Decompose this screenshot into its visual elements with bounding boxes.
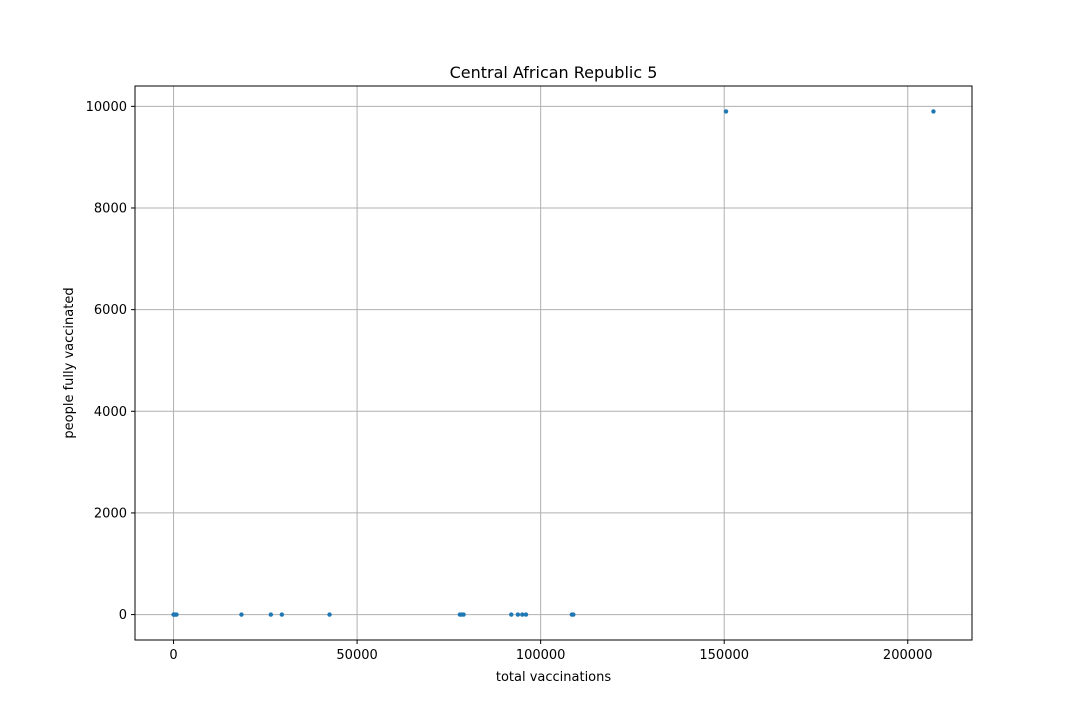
plot-frame xyxy=(134,85,973,641)
y-axis-title: people fully vaccinated xyxy=(62,287,77,438)
x-tick-label: 0 xyxy=(169,648,177,663)
y-tick-label: 6000 xyxy=(94,303,127,318)
y-tick-label: 8000 xyxy=(94,201,127,216)
x-tick-label: 200000 xyxy=(883,648,933,663)
scatter-point xyxy=(268,612,274,617)
x-tick-label: 100000 xyxy=(516,648,566,663)
scatter-point xyxy=(723,109,729,114)
grid xyxy=(135,86,972,640)
y-tick-label: 10000 xyxy=(86,100,127,115)
y-tick-label: 2000 xyxy=(94,506,127,521)
x-axis-title: total vaccinations xyxy=(496,670,612,685)
scatter-point xyxy=(461,612,466,617)
chart-title: Central African Republic 5 xyxy=(450,63,658,82)
scatter-point xyxy=(931,109,936,114)
scatter-point xyxy=(571,612,576,617)
y-tick-label: 4000 xyxy=(94,405,127,420)
scatter-point xyxy=(509,612,514,617)
data-points xyxy=(171,109,936,617)
x-tick-label: 50000 xyxy=(336,648,377,663)
scatter-point xyxy=(523,612,529,617)
scatter-point xyxy=(327,612,332,617)
scatter-point xyxy=(520,612,525,617)
y-tick-label: 0 xyxy=(119,608,127,623)
scatter-point xyxy=(515,612,521,617)
scatter-point xyxy=(279,612,285,617)
axis-ticks: 0 50000 100000 150000 200000 0 2000 4000 6000 800… xyxy=(86,100,933,663)
x-tick-label: 150000 xyxy=(699,648,749,663)
scatter-point xyxy=(174,612,179,617)
scatter-point xyxy=(239,612,244,617)
